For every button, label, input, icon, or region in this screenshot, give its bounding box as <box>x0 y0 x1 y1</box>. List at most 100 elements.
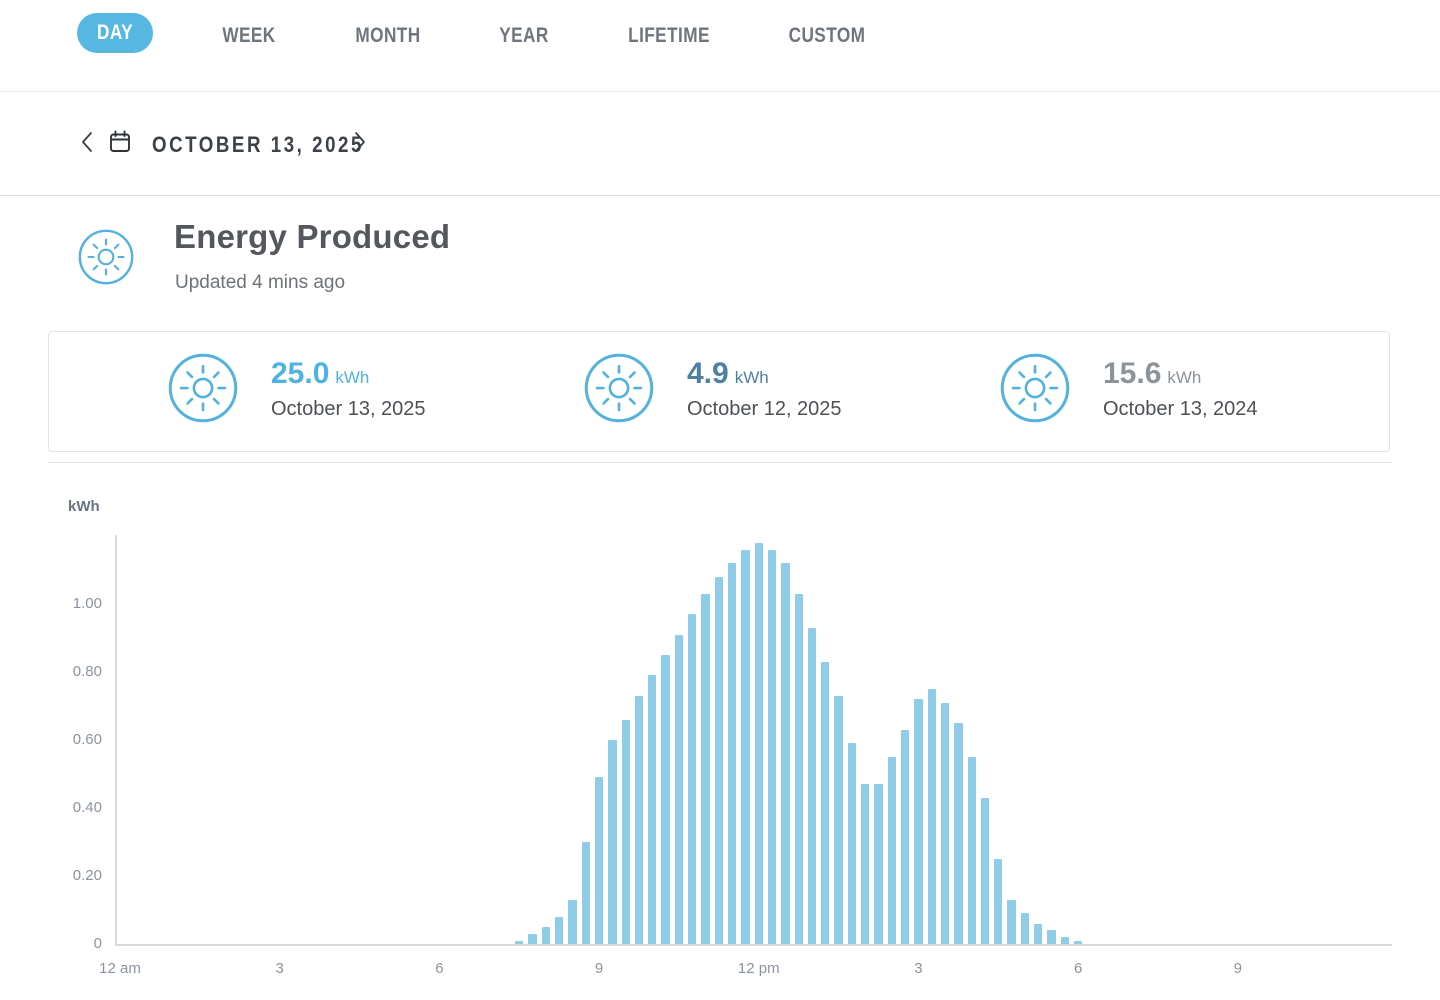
sun-icon <box>584 353 654 423</box>
chart-bar[interactable] <box>701 593 710 944</box>
x-axis-tick-label: 6 <box>1073 960 1083 977</box>
chart-bar[interactable] <box>648 675 657 944</box>
chart-bar[interactable] <box>608 740 617 944</box>
chart-bar[interactable] <box>515 940 524 944</box>
tab-lifetime[interactable]: LIFETIME <box>619 24 719 48</box>
chart-bar[interactable] <box>994 859 1003 944</box>
chart-bar[interactable] <box>688 614 697 944</box>
y-axis-line <box>115 535 117 944</box>
chart-bar[interactable] <box>1007 899 1016 944</box>
x-axis-tick-label: 3 <box>914 960 923 977</box>
chart-bar[interactable] <box>1034 923 1043 944</box>
y-axis-tick-label: 0.20 <box>72 867 102 884</box>
tab-week-label: WEEK <box>222 24 276 47</box>
section-divider <box>48 462 1392 463</box>
chart-bar[interactable] <box>1073 940 1083 944</box>
calendar-picker-button[interactable] <box>106 129 134 157</box>
x-axis-tick-label: 9 <box>594 960 604 977</box>
sun-icon <box>78 229 134 285</box>
chart-bar[interactable] <box>741 549 750 944</box>
chart-bar[interactable] <box>821 661 830 944</box>
period-tabbar: DAY WEEK MONTH YEAR LIFETIME CUSTOM <box>0 0 1440 92</box>
page-title: Energy Produced <box>174 218 451 255</box>
x-axis-tick-label: 12 pm <box>737 960 780 977</box>
tab-lifetime-label: LIFETIME <box>628 24 710 47</box>
chart-bar[interactable] <box>554 916 564 944</box>
chart-bar[interactable] <box>807 627 817 944</box>
y-axis-tick-label: 0.60 <box>72 731 102 748</box>
last-updated-text: Updated 4 mins ago <box>175 272 346 293</box>
chart-bar[interactable] <box>621 719 630 944</box>
previous-day-button[interactable] <box>72 128 102 158</box>
chart-bar[interactable] <box>727 563 737 944</box>
chart-bar[interactable] <box>634 695 644 944</box>
x-axis-tick-label: 9 <box>1233 960 1242 977</box>
date-navigation-bar: OCTOBER 13, 2025 <box>0 92 1440 196</box>
chart-bar[interactable] <box>661 655 670 944</box>
chart-bar[interactable] <box>1060 937 1069 944</box>
sun-icon <box>1000 353 1070 423</box>
chart-bar[interactable] <box>954 723 963 944</box>
stat-today-date: October 13, 2025 <box>271 398 426 420</box>
chart-bar[interactable] <box>1047 930 1056 944</box>
x-axis-tick-label: 3 <box>275 960 284 977</box>
stat-last-year-value: 15.6 <box>1103 357 1162 390</box>
chart-bar[interactable] <box>900 729 910 944</box>
chart-bar[interactable] <box>874 784 883 944</box>
chart-bar[interactable] <box>847 743 857 944</box>
chart-bar[interactable] <box>767 549 777 944</box>
chart-bar[interactable] <box>528 933 537 944</box>
stat-yesterday-value: 4.9 <box>687 357 729 390</box>
tab-day[interactable]: DAY <box>77 13 153 53</box>
stat-today-unit: kWh <box>335 368 370 387</box>
tab-year[interactable]: YEAR <box>494 24 554 48</box>
production-summary-card: 25.0 kWh October 13, 2025 4.9 kWh October … <box>48 331 1390 452</box>
chart-bar[interactable] <box>927 689 936 944</box>
chart-bar[interactable] <box>1020 913 1030 944</box>
stat-last-year-date: October 13, 2024 <box>1103 398 1258 420</box>
y-axis-unit-label: kWh <box>68 498 100 515</box>
current-date-label: OCTOBER 13, 2025 <box>152 132 364 157</box>
stat-yesterday-unit: kWh <box>734 368 769 387</box>
chart-bar[interactable] <box>940 702 950 944</box>
chart-bar[interactable] <box>861 784 870 944</box>
chart-bar[interactable] <box>594 777 604 944</box>
x-axis-line <box>115 944 1392 946</box>
tab-day-label: DAY <box>96 21 134 44</box>
chart-bar[interactable] <box>568 899 577 944</box>
y-axis-tick-label: 0.40 <box>72 799 102 816</box>
chart-bar[interactable] <box>967 757 976 944</box>
stat-today-value: 25.0 <box>271 357 330 390</box>
chevron-left-icon <box>82 131 92 152</box>
stat-yesterday-date: October 12, 2025 <box>687 398 842 420</box>
tab-month[interactable]: MONTH <box>348 24 428 48</box>
chart-bar[interactable] <box>754 542 763 944</box>
y-axis-tick-label: 0 <box>93 935 102 952</box>
chart-bar[interactable] <box>581 842 590 944</box>
tab-custom[interactable]: CUSTOM <box>780 24 874 48</box>
stat-last-year-unit: kWh <box>1167 368 1202 387</box>
tab-week[interactable]: WEEK <box>217 24 282 48</box>
chart-bar[interactable] <box>714 576 723 944</box>
x-axis-tick-label: 6 <box>435 960 444 977</box>
y-axis-tick-label: 1.00 <box>72 595 102 612</box>
chart-bar[interactable] <box>794 593 803 944</box>
calendar-icon <box>110 130 130 152</box>
tab-custom-label: CUSTOM <box>788 24 866 47</box>
next-day-button[interactable] <box>345 128 375 158</box>
y-axis-tick-label: 0.80 <box>72 663 102 680</box>
chart-bar[interactable] <box>914 699 923 944</box>
chart-bar[interactable] <box>674 634 684 944</box>
chart-bar[interactable] <box>980 797 990 944</box>
production-bar-chart: kWh 0 0.20 0.40 0.60 0.80 1.00 12 am 3 6 9 12 pm 3 6… <box>0 490 1440 1000</box>
chart-bar[interactable] <box>887 757 896 944</box>
x-axis-tick-label: 12 am <box>99 960 141 977</box>
tab-month-label: MONTH <box>355 24 421 47</box>
tab-year-label: YEAR <box>499 24 549 47</box>
chevron-right-icon <box>355 131 365 152</box>
chart-bar[interactable] <box>834 695 843 944</box>
chart-bar[interactable] <box>541 927 550 944</box>
sun-icon <box>168 353 238 423</box>
chart-bar[interactable] <box>781 563 790 944</box>
